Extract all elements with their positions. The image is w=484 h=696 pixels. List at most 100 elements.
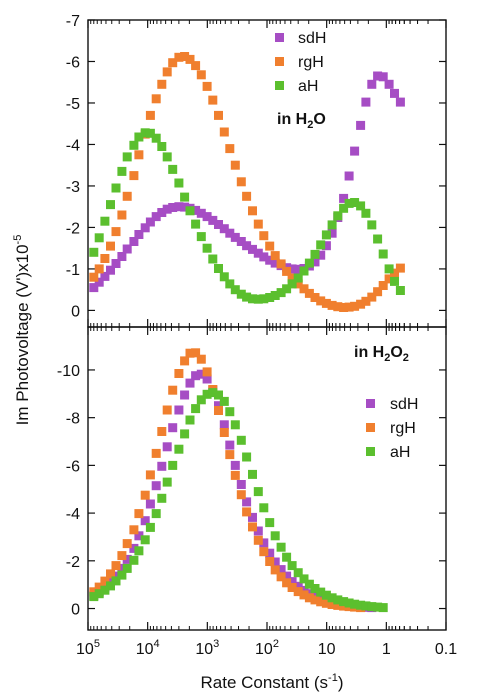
data-point bbox=[344, 302, 354, 312]
data-point bbox=[287, 273, 297, 283]
data-point bbox=[259, 538, 269, 548]
bottom-legend-swatch-aH bbox=[366, 447, 375, 456]
data-point bbox=[367, 79, 377, 89]
data-point bbox=[191, 205, 201, 215]
data-point bbox=[299, 284, 309, 294]
x-axis-title: Rate Constant (s-1) bbox=[200, 672, 343, 692]
data-point bbox=[373, 602, 383, 612]
data-point bbox=[202, 243, 212, 253]
data-point bbox=[282, 578, 292, 588]
data-point bbox=[299, 266, 309, 276]
data-point bbox=[225, 144, 235, 154]
data-point bbox=[378, 72, 388, 82]
data-point bbox=[145, 522, 155, 532]
data-point bbox=[350, 198, 360, 207]
data-point bbox=[214, 401, 223, 411]
y-tick-label: -2 bbox=[66, 220, 80, 237]
data-point bbox=[259, 294, 269, 304]
data-point bbox=[304, 593, 314, 603]
data-point bbox=[208, 254, 218, 264]
data-point bbox=[378, 603, 388, 613]
data-point bbox=[191, 61, 201, 71]
data-point bbox=[248, 244, 257, 254]
data-point bbox=[196, 395, 206, 405]
data-point bbox=[111, 183, 121, 193]
data-point bbox=[129, 525, 139, 535]
data-point bbox=[248, 469, 257, 479]
data-point bbox=[230, 420, 240, 430]
data-point bbox=[157, 461, 167, 471]
axis-ticks bbox=[87, 19, 447, 630]
data-point bbox=[140, 535, 150, 545]
data-point bbox=[327, 228, 337, 238]
data-point bbox=[94, 233, 104, 243]
data-point bbox=[122, 554, 132, 564]
data-point bbox=[219, 420, 229, 430]
data-point bbox=[395, 263, 405, 273]
data-point bbox=[140, 223, 150, 233]
data-point bbox=[94, 277, 104, 287]
data-point bbox=[321, 241, 331, 251]
data-point bbox=[373, 234, 383, 244]
data-point bbox=[316, 587, 326, 597]
data-point bbox=[202, 81, 212, 91]
data-point bbox=[356, 201, 366, 211]
data-point bbox=[350, 146, 360, 156]
data-point bbox=[100, 576, 110, 586]
data-point bbox=[191, 348, 201, 358]
data-point bbox=[185, 378, 195, 388]
data-point bbox=[157, 427, 167, 436]
data-point bbox=[185, 54, 195, 64]
data-point bbox=[242, 507, 252, 517]
y-tick-label: -3 bbox=[66, 179, 80, 196]
data-point bbox=[395, 97, 405, 107]
data-point bbox=[196, 70, 206, 80]
data-point bbox=[327, 220, 337, 230]
data-point bbox=[265, 241, 275, 251]
data-point bbox=[208, 215, 218, 225]
data-point bbox=[134, 230, 144, 239]
data-point bbox=[89, 592, 99, 602]
data-point bbox=[162, 67, 172, 77]
data-point bbox=[310, 249, 320, 259]
top-panel-annotation: in H2O bbox=[277, 111, 326, 131]
data-point bbox=[122, 563, 132, 573]
data-point bbox=[191, 404, 201, 414]
data-point bbox=[129, 140, 139, 150]
data-point bbox=[356, 120, 366, 130]
bottom-legend-label-rgH: rgH bbox=[390, 420, 416, 437]
data-point bbox=[106, 581, 115, 591]
x-tick-label: 104 bbox=[136, 638, 160, 658]
data-point bbox=[384, 79, 394, 89]
data-point bbox=[129, 555, 139, 565]
data-point bbox=[180, 429, 190, 439]
data-point bbox=[219, 428, 229, 437]
bottom-annotation-suffix: O bbox=[390, 344, 402, 361]
top-legend-label-aH: aH bbox=[298, 78, 318, 95]
data-point bbox=[282, 284, 292, 294]
y-tick-label: -7 bbox=[66, 13, 80, 30]
data-point bbox=[100, 216, 110, 226]
data-point bbox=[122, 539, 132, 549]
data-point bbox=[282, 552, 292, 562]
y-tick-label: -4 bbox=[66, 137, 80, 154]
data-point bbox=[321, 590, 331, 600]
data-point bbox=[350, 301, 360, 311]
data-point bbox=[129, 237, 139, 246]
bottom-legend-label-aH: aH bbox=[390, 444, 410, 461]
data-point bbox=[270, 531, 280, 541]
data-point bbox=[236, 237, 246, 246]
data-point bbox=[214, 110, 223, 120]
data-point bbox=[162, 405, 172, 415]
data-point bbox=[111, 561, 121, 571]
bottom-annotation-sub2: 2 bbox=[403, 352, 409, 364]
series-rgH-top bbox=[89, 52, 405, 312]
data-point bbox=[208, 95, 218, 105]
data-point bbox=[259, 231, 269, 241]
data-point bbox=[185, 348, 195, 358]
data-point bbox=[236, 289, 246, 299]
data-point bbox=[373, 287, 383, 297]
data-point bbox=[276, 259, 286, 269]
data-point bbox=[117, 570, 127, 580]
data-point bbox=[225, 450, 235, 460]
